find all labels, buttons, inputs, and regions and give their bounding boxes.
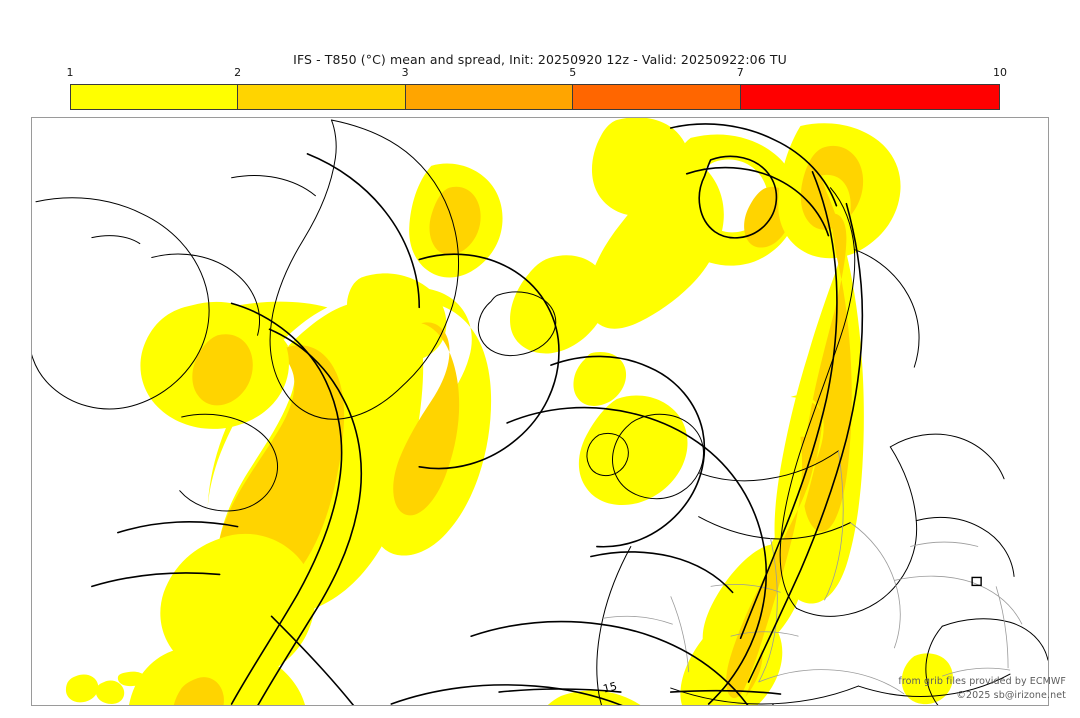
contour-layer [91,123,864,705]
station-marker [971,576,982,587]
spread-patch-norway-coast [510,255,608,354]
colorbar-segment-2-3 [237,85,405,109]
spread-shading-layer [65,118,953,705]
attribution-source: from grib files provided by ECMWF [898,676,1066,687]
spread-band-baltic [587,145,724,329]
colorbar-segment-1-2 [71,85,238,109]
attribution-copyright: ©2025 sb@irizone.net [956,690,1066,701]
spread-streak-central-europe [691,395,824,705]
colorbar-tick-1: 1 [66,66,74,79]
spread-patch-canada-n [592,118,690,216]
spread-patch-faroes [573,351,627,406]
spread-speck-c [117,671,146,687]
colorbar: 1 2 3 5 7 10 [67,66,1007,110]
spread-speck-a [65,674,99,703]
colorbar-segment-5-7 [572,85,740,109]
spread-speck-b [95,680,125,705]
spread-patch-mediterranean [547,690,641,705]
colorbar-segment-3-5 [404,85,573,109]
colorbar-tick-2: 2 [234,66,242,79]
spread-speck-emed [901,653,953,705]
colorbar-tick-7: 7 [736,66,744,79]
colorbar-segment-7-10 [739,85,999,109]
map-canvas: 15 [32,118,1048,705]
colorbar-gradient [70,84,1000,110]
spread-patch-uk [578,395,688,505]
colorbar-tick-10: 10 [993,66,1007,79]
spread-core-iceland-scotland [393,322,460,516]
map-panel[interactable]: 15 [31,117,1049,706]
colorbar-tick-3: 3 [401,66,409,79]
spread-core-atlantic-sw2 [173,677,224,705]
colorbar-tick-5: 5 [569,66,577,79]
spread-core-greenland-se [429,186,481,255]
page-title: IFS - T850 (°C) mean and spread, Init: 2… [293,52,787,67]
spread-patch-midatlantic [160,533,315,680]
spread-core-labrador [192,334,253,406]
contour-label-group: 15 [602,680,619,696]
coastline-layer [32,119,1048,705]
contour-label-15: 15 [602,680,619,696]
